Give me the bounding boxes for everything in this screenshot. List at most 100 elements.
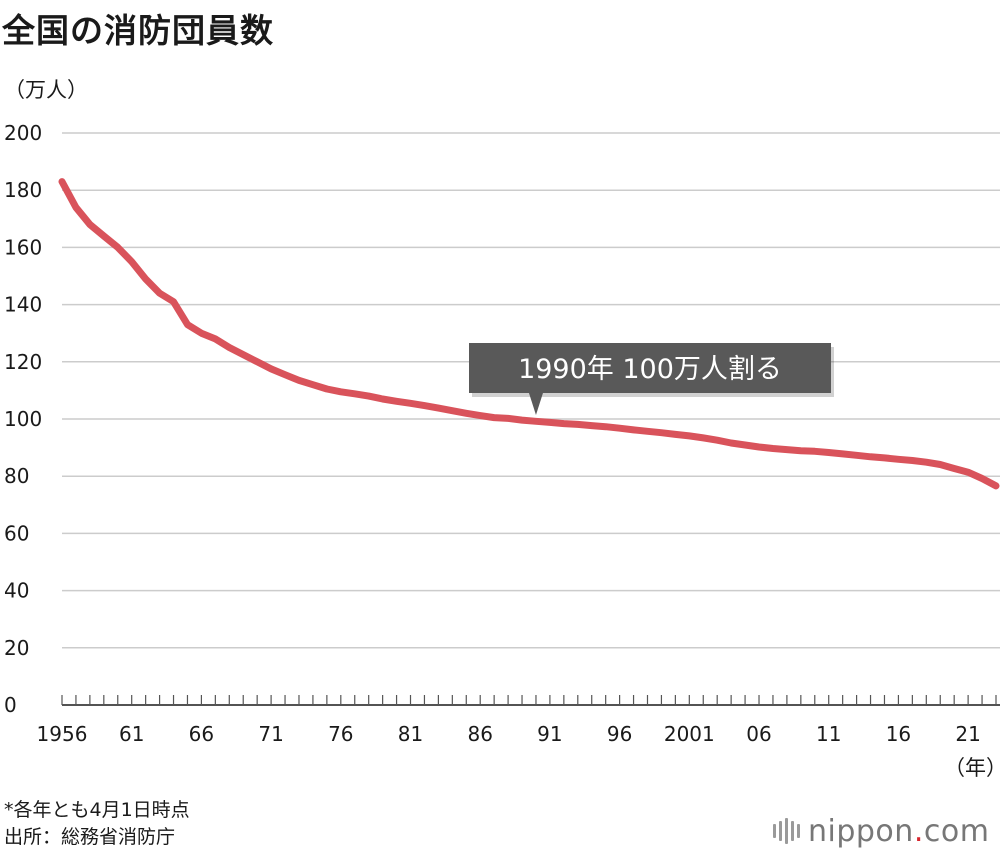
data-point-2009 xyxy=(798,448,804,454)
data-point-1976 xyxy=(338,389,344,395)
callout-label-0: 1990年 100万人割る xyxy=(518,354,782,385)
data-point-1970 xyxy=(254,359,260,365)
data-point-1982 xyxy=(421,403,427,409)
data-point-1962 xyxy=(143,276,149,282)
y-tick-labels: 0 20 40 60 80 100 120 140 160 180 200 xyxy=(4,121,42,717)
footnote: *各年とも4月1日時点 xyxy=(4,799,190,821)
y-tick-label-0: 0 xyxy=(4,693,17,717)
data-point-1983 xyxy=(435,405,441,411)
logo-dot: . xyxy=(913,813,924,849)
data-point-2000 xyxy=(672,431,678,437)
data-point-1997 xyxy=(631,427,637,433)
data-point-2004 xyxy=(728,440,734,446)
y-tick-label-60: 60 xyxy=(4,521,29,545)
data-point-1971 xyxy=(268,366,274,372)
x-tick-label-06: 06 xyxy=(746,722,771,746)
data-point-1987 xyxy=(491,415,497,421)
y-axis-unit-label: （万人） xyxy=(4,78,88,102)
y-tick-label-140: 140 xyxy=(4,293,42,317)
logo-text: nippon.com xyxy=(808,814,989,849)
data-point-1978 xyxy=(366,393,372,399)
logo-bars-icon xyxy=(773,818,800,844)
y-tick-label-160: 160 xyxy=(4,235,42,259)
y-tick-label-100: 100 xyxy=(4,407,42,431)
data-point-1969 xyxy=(240,352,246,358)
data-point-1975 xyxy=(324,386,330,392)
data-point-1990 xyxy=(533,418,539,424)
x-axis xyxy=(61,695,1000,706)
source-note: 出所：総務省消防庁 xyxy=(4,826,176,848)
x-axis-unit-label: （年） xyxy=(944,756,1000,780)
data-point-2001 xyxy=(686,433,692,439)
data-point-1986 xyxy=(477,413,483,419)
data-point-2006 xyxy=(756,444,762,450)
y-tick-label-40: 40 xyxy=(4,579,29,603)
data-point-2016 xyxy=(895,456,901,462)
data-point-1992 xyxy=(561,421,567,427)
data-point-2012 xyxy=(840,451,846,457)
data-point-1968 xyxy=(226,345,232,350)
data-point-1967 xyxy=(212,336,218,342)
y-tick-label-180: 180 xyxy=(4,178,42,202)
data-point-2017 xyxy=(909,457,915,463)
data-point-1966 xyxy=(198,330,204,336)
x-tick-label-1956: 1956 xyxy=(37,722,88,746)
data-point-1965 xyxy=(184,322,190,328)
y-tick-label-200: 200 xyxy=(4,121,42,145)
data-point-1993 xyxy=(575,421,581,427)
callout-pointer-0 xyxy=(528,393,543,415)
x-tick-label-71: 71 xyxy=(258,722,283,746)
data-point-1984 xyxy=(449,408,455,414)
data-point-1964 xyxy=(171,299,177,305)
y-tick-label-120: 120 xyxy=(4,350,42,374)
data-point-1988 xyxy=(505,415,511,421)
data-point-1977 xyxy=(352,391,358,397)
nippon-logo[interactable]: nippon.com xyxy=(773,812,989,850)
annotation-callout: 1990年 100万人割る xyxy=(469,343,834,415)
data-point-1960 xyxy=(115,244,121,250)
data-point-2018 xyxy=(923,459,929,465)
y-tick-label-20: 20 xyxy=(4,636,29,660)
x-tick-label-81: 81 xyxy=(398,722,423,746)
data-point-2013 xyxy=(854,452,860,458)
data-point-1991 xyxy=(547,419,553,425)
logo-name: nippon xyxy=(808,813,914,849)
x-tick-label-76: 76 xyxy=(328,722,353,746)
x-tick-label-61: 61 xyxy=(119,722,144,746)
data-point-1980 xyxy=(394,398,400,404)
x-tick-label-96: 96 xyxy=(607,722,632,746)
x-tick-labels: 1956 61 66 71 76 81 86 91 96 2001 06 11 16 21 xyxy=(37,722,981,746)
data-point-1974 xyxy=(310,382,316,388)
data-point-1973 xyxy=(296,377,302,383)
data-point-1957 xyxy=(73,204,79,210)
data-point-2015 xyxy=(881,455,887,461)
logo-suffix: com xyxy=(923,813,990,849)
data-point-1996 xyxy=(617,425,623,431)
chart-title: 全国の消防団員数 xyxy=(2,11,274,50)
x-tick-label-11: 11 xyxy=(816,722,841,746)
data-point-2010 xyxy=(812,448,818,454)
data-point-1995 xyxy=(603,424,609,430)
data-point-2023 xyxy=(993,483,999,489)
data-point-1961 xyxy=(129,259,135,265)
data-point-2003 xyxy=(714,437,720,443)
data-point-1985 xyxy=(463,410,469,416)
grid-lines xyxy=(62,132,1000,649)
data-point-1979 xyxy=(380,396,386,402)
data-point-1956 xyxy=(59,179,65,185)
data-point-2002 xyxy=(700,435,706,441)
x-tick-label-21: 21 xyxy=(955,722,980,746)
data-point-2014 xyxy=(868,454,874,460)
data-point-1963 xyxy=(157,290,163,296)
series-layer xyxy=(58,178,1000,490)
x-tick-label-91: 91 xyxy=(537,722,562,746)
data-point-1981 xyxy=(408,400,414,406)
data-point-1998 xyxy=(644,428,650,434)
data-point-2021 xyxy=(965,469,971,475)
data-point-2008 xyxy=(784,447,790,453)
x-tick-label-86: 86 xyxy=(467,722,492,746)
y-tick-label-80: 80 xyxy=(4,464,29,488)
data-point-2005 xyxy=(742,442,748,448)
data-point-2019 xyxy=(937,461,943,467)
